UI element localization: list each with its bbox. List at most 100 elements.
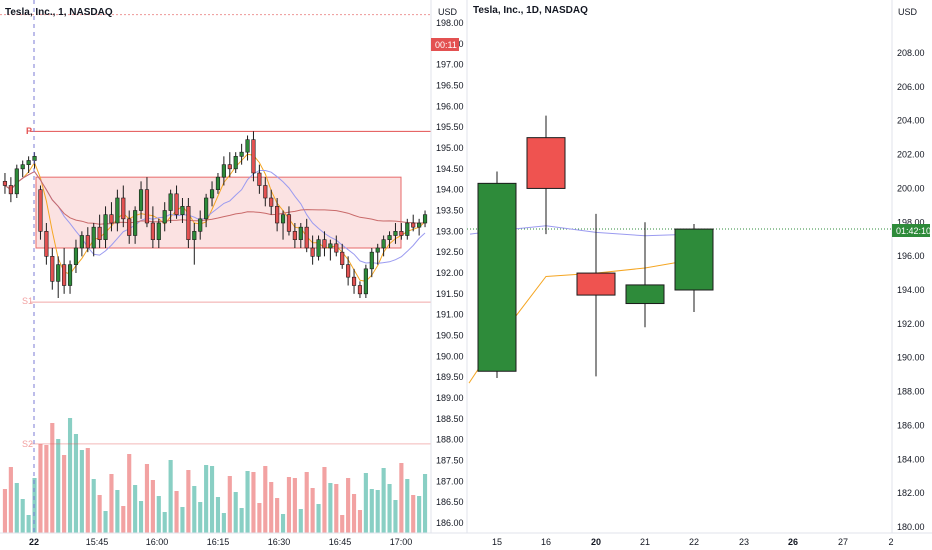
left-x-ticks: 22 15:45 16:00 16:15 16:30 16:45 17:00	[29, 537, 412, 547]
s2-label: S2	[22, 439, 33, 449]
volume-bar	[2, 489, 8, 533]
countdown-tag	[431, 38, 459, 51]
right-y-tick-label: 204.00	[897, 116, 925, 126]
candle-body	[121, 197, 126, 220]
right-y-tick-label: 206.00	[897, 82, 925, 92]
right-chart-title: Tesla, Inc., 1D, NASDAQ	[473, 5, 588, 16]
candle-body	[346, 264, 351, 278]
candle-body	[50, 256, 55, 282]
pivot-label: P	[26, 126, 32, 136]
left-y-tick-label: 189.00	[436, 393, 464, 403]
candle-body	[292, 231, 297, 240]
candle-body	[168, 193, 173, 211]
candle-body	[67, 264, 73, 286]
volume-bar	[67, 418, 73, 533]
intraday-chart-panel[interactable]: Tesla, Inc., 1, NASDAQ P S1 S2	[0, 0, 431, 550]
left-y-tick-label: 186.00	[436, 518, 464, 528]
volume-bar	[257, 503, 262, 533]
volume-bar	[115, 490, 120, 533]
candle-body	[304, 226, 309, 249]
volume-bar	[44, 445, 49, 533]
volume-bar	[233, 492, 238, 533]
left-x-tick-label: 16:00	[146, 537, 169, 547]
left-y-tick-label: 188.50	[436, 414, 464, 424]
right-y-tick-label: 186.00	[897, 420, 925, 430]
candle-body	[79, 235, 84, 249]
candle-body	[209, 189, 215, 199]
volume-bar	[26, 515, 31, 533]
volume-bar	[298, 509, 303, 533]
mid-ma-line	[4, 170, 426, 264]
candle-body	[363, 268, 368, 295]
candle-body	[2, 181, 8, 186]
right-y-tick-label: 194.00	[897, 285, 925, 295]
right-y-tick-label: 192.00	[897, 319, 925, 329]
volume-bar	[103, 511, 108, 533]
volume-bar	[56, 439, 61, 533]
intraday-candles	[2, 131, 428, 298]
countdown-text: 00:11	[435, 40, 457, 50]
volume-bar	[292, 478, 297, 533]
price-tag-text: 01:42:10	[896, 226, 931, 236]
right-x-ticks: 15 16 20 21 22 23 26 27 2	[492, 537, 894, 547]
volume-bar	[91, 479, 96, 533]
price-tag	[892, 224, 930, 237]
daily-candle-body	[477, 182, 517, 372]
right-x-tick-label: 26	[788, 537, 798, 547]
volume-bar	[156, 496, 161, 533]
left-y-tick-label: 187.50	[436, 456, 464, 466]
left-y-tick-label: 193.00	[436, 226, 464, 236]
left-axis-background[interactable]	[431, 0, 467, 550]
candle-body	[357, 285, 363, 295]
candle-body	[417, 222, 422, 228]
time-axis-background[interactable]	[0, 533, 932, 550]
volume-bar	[127, 454, 132, 533]
time-axis[interactable]: 22 15:45 16:00 16:15 16:30 16:45 17:00 15 16 20 2…	[0, 532, 932, 550]
volume-bar	[351, 494, 357, 533]
right-y-tick-label: 180.00	[897, 522, 925, 532]
daily-chart-panel[interactable]: Tesla, Inc., 1D, NASDAQ	[466, 0, 892, 550]
volume-bar	[316, 504, 321, 533]
candle-body	[322, 239, 327, 249]
candle-body	[115, 197, 120, 224]
volume-bar	[375, 490, 380, 533]
candle-body	[411, 222, 416, 228]
left-y-tick-label: 193.50	[436, 206, 464, 216]
candle-body	[286, 214, 292, 232]
right-x-tick-label: 2	[888, 537, 893, 547]
candle-body	[91, 226, 96, 249]
right-y-tick-label: 202.00	[897, 150, 925, 160]
volume-bar	[138, 501, 144, 533]
candle-body	[340, 251, 345, 265]
candle-body	[393, 231, 398, 236]
volume-bar	[411, 495, 416, 533]
candle-body	[127, 218, 132, 236]
left-x-tick-label: 22	[29, 537, 39, 547]
volume-bar	[186, 470, 191, 533]
left-y-tick-label: 191.00	[436, 310, 464, 320]
volume-bar	[180, 507, 185, 533]
candle-body	[14, 168, 19, 195]
candle-body	[280, 214, 286, 224]
volume-bar	[121, 506, 126, 533]
volume-bar	[245, 471, 250, 533]
daily-candle-body	[674, 228, 714, 291]
candle-body	[103, 214, 108, 240]
volume-bar	[62, 455, 67, 533]
volume-bar	[20, 499, 25, 533]
right-axis-background[interactable]	[892, 0, 932, 550]
candle-body	[334, 243, 339, 253]
volume-bar	[109, 474, 114, 533]
volume-bar	[328, 483, 333, 533]
left-y-tick-label: 190.50	[436, 331, 464, 341]
left-price-axis[interactable]: USD 198.00197.50197.00196.50196.00195.50…	[430, 0, 467, 550]
left-y-tick-label: 189.50	[436, 372, 464, 382]
volume-bar	[346, 478, 351, 533]
volume-bar	[150, 480, 155, 533]
volume-bar	[50, 423, 55, 533]
left-y-tick-label: 197.00	[436, 60, 464, 70]
candle-body	[97, 226, 102, 240]
volume-bar	[192, 486, 197, 533]
right-price-axis[interactable]: USD 208.00 206.00 204.00 202.00 200.00 198.00…	[891, 0, 932, 550]
